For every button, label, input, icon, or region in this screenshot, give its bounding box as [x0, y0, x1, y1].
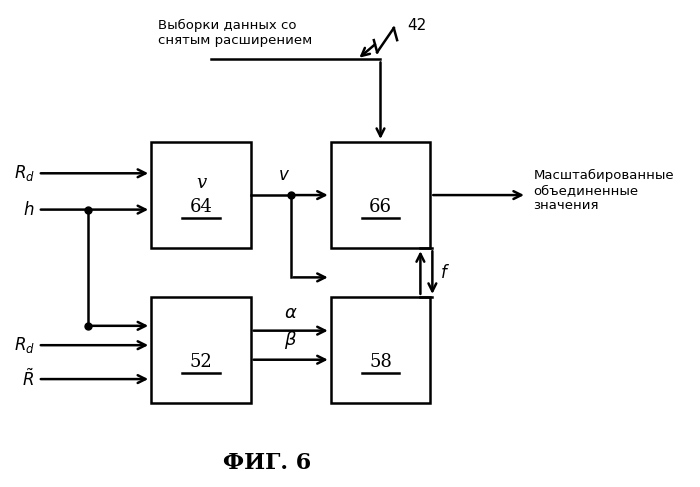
Bar [330, 142, 430, 248]
Text: $\alpha$: $\alpha$ [284, 304, 298, 322]
Text: $h$: $h$ [23, 201, 34, 219]
Text: Выборки данных со
снятым расширением: Выборки данных со снятым расширением [158, 19, 312, 47]
Text: Масштабированные
объединенные
значения: Масштабированные объединенные значения [533, 169, 674, 212]
Text: 66: 66 [369, 198, 392, 216]
Bar [151, 142, 251, 248]
Text: ФИГ. 6: ФИГ. 6 [223, 451, 312, 473]
Text: $R_d$: $R_d$ [14, 335, 34, 355]
Bar [330, 297, 430, 403]
Bar [151, 297, 251, 403]
Text: 42: 42 [407, 18, 426, 33]
Text: 58: 58 [369, 353, 392, 371]
Text: 64: 64 [190, 198, 212, 216]
Text: $R_d$: $R_d$ [14, 163, 34, 183]
Text: $f$: $f$ [440, 263, 450, 281]
Text: $\beta$: $\beta$ [284, 329, 298, 351]
Text: $\tilde{R}$: $\tilde{R}$ [22, 369, 34, 390]
Text: $v$: $v$ [278, 167, 290, 185]
Text: 52: 52 [190, 353, 212, 371]
Text: v: v [196, 174, 206, 192]
